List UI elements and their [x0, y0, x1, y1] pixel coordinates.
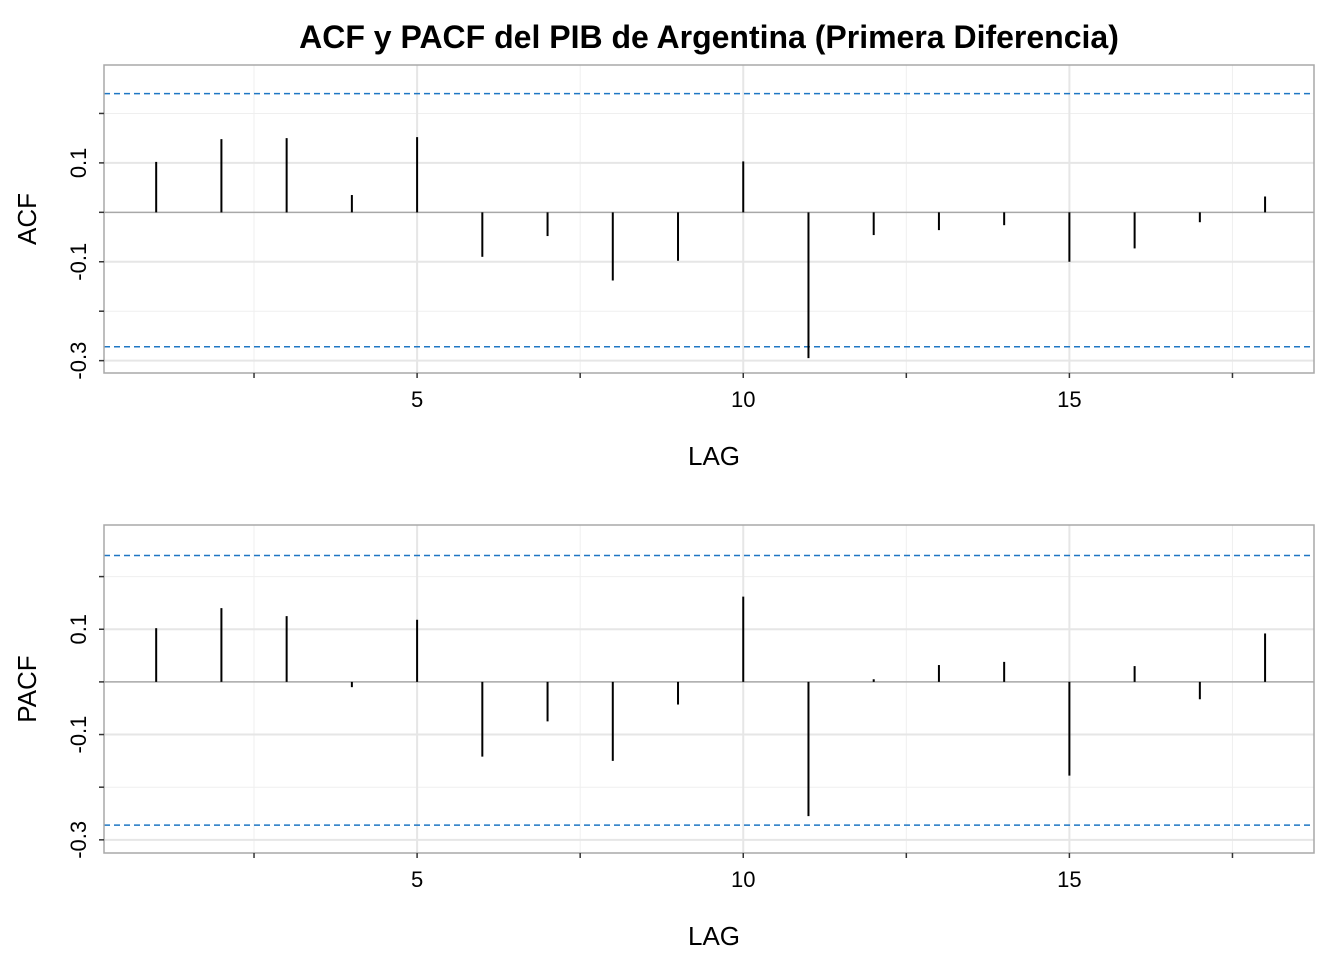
acf-y-tick-label: -0.3 [66, 342, 91, 380]
acf-y-tick-label: -0.1 [66, 243, 91, 281]
pacf-x-tick-label: 15 [1057, 867, 1081, 892]
acf-x-tick-label: 15 [1057, 387, 1081, 412]
chart-title: ACF y PACF del PIB de Argentina (Primera… [299, 19, 1119, 55]
pacf-x-tick-label: 5 [411, 867, 423, 892]
pacf-y-tick-label: -0.3 [66, 821, 91, 859]
acf-x-tick-label: 10 [731, 387, 755, 412]
acf-x-tick-label: 5 [411, 387, 423, 412]
acf-y-axis-title: ACF [12, 193, 42, 245]
pacf-y-tick-label: -0.1 [66, 716, 91, 754]
pacf-y-tick-label: 0.1 [66, 614, 91, 645]
acf-y-tick-label: 0.1 [66, 148, 91, 179]
acf-x-axis-title: LAG [688, 441, 740, 471]
pacf-plot-frame [103, 524, 1315, 854]
acf-panel: 5 10 15 0.1 -0.1 -0.3 LAG ACF [12, 64, 1315, 471]
acf-plot-frame [103, 64, 1315, 374]
pacf-x-axis-title: LAG [688, 921, 740, 951]
pacf-y-axis-title: PACF [12, 655, 42, 722]
pacf-x-tick-label: 10 [731, 867, 755, 892]
pacf-panel: 5 10 15 0.1 -0.1 -0.3 LAG PACF [12, 524, 1315, 951]
